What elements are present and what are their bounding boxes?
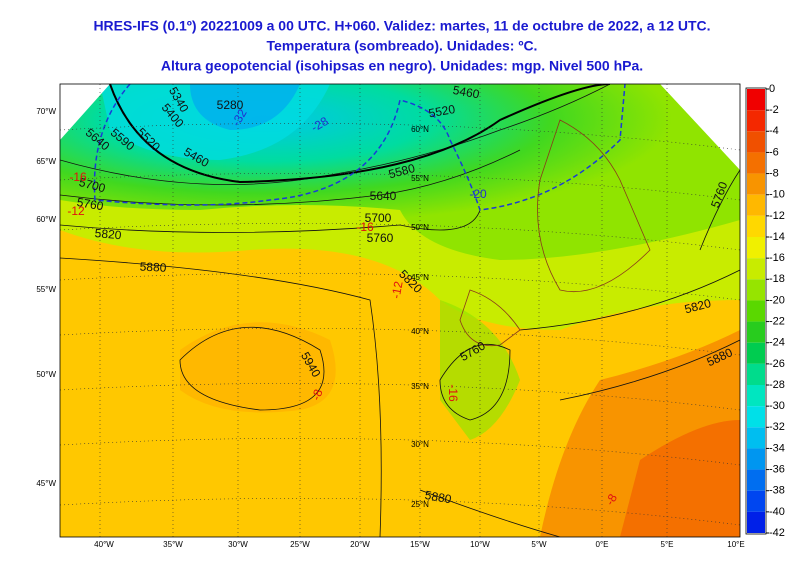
longitude-label: 5°W [531,540,547,549]
latitude-label: 55°N [411,174,429,183]
colorbar-label: -32 [769,421,785,433]
colorbar-band [747,511,765,533]
latitude-label: 50°N [411,223,429,232]
longitude-label: 40°W [94,540,114,549]
height-contour-label: 5280 [217,98,244,112]
left-label: 50°W [36,370,56,379]
height-contour-label: 5460 [452,83,481,101]
colorbar-label: -36 [769,463,785,475]
temperature-label: -16 [69,170,87,184]
colorbar-band [747,300,765,322]
left-label: 60°W [36,215,56,224]
height-contour-label: 5700 [78,175,108,196]
temperature-label: -12 [389,280,406,300]
colorbar-frame [745,87,767,535]
latitude-label: 35°N [411,382,429,391]
left-label: 65°W [36,157,56,166]
colorbar-label: -26 [769,358,785,370]
colorbar-label: -4 [769,125,779,137]
colorbar-band [747,385,765,407]
left-label: 45°W [36,479,56,488]
height-contour-label: 5700 [365,211,392,225]
colorbar-label: -30 [769,400,785,412]
colorbar-band [747,89,765,111]
height-contour-label: 5520 [427,102,456,120]
colorbar-label: -12 [769,210,785,222]
colorbar-label: -40 [769,506,785,518]
colorbar-label: -2 [769,104,779,116]
height-contour-label: 5880 [424,488,453,506]
colorbar-band [747,152,765,174]
left-label: 70°W [36,107,56,116]
longitude-label: 25°W [290,540,310,549]
colorbar-label: -24 [769,337,785,349]
colorbar-band [747,321,765,343]
height-contour-label: 5760 [76,195,105,213]
height-contour-label: 5820 [94,226,122,242]
colorbar-band [747,173,765,195]
colorbar-label: -20 [769,294,785,306]
colorbar-label: -10 [769,189,785,201]
colorbar-band [747,363,765,385]
latitude-label: 45°N [411,273,429,282]
colorbar-label: -16 [769,252,785,264]
colorbar-label: 0 [769,83,775,95]
colorbar-band [747,469,765,491]
colorbar-label: -18 [769,273,785,285]
longitude-label: 35°W [163,540,183,549]
temperature-label: -16 [356,220,374,234]
colorbar-label: -6 [769,146,779,158]
colorbar-band [747,215,765,237]
height-contour-label: 5880 [139,259,167,274]
height-contour-label: 5640 [370,189,397,203]
colorbar-band [747,258,765,280]
colorbar-band [747,490,765,512]
colorbar-band [747,427,765,449]
temperature-label: -12 [67,204,85,218]
colorbar-label: -42 [769,527,785,539]
latitude-label: 30°N [411,440,429,449]
colorbar-band [747,342,765,364]
left-label: 55°W [36,285,56,294]
latitude-label: 40°N [411,327,429,336]
colorbar-label: -8 [769,167,779,179]
longitude-label: 0°E [596,540,609,549]
longitude-label: 20°W [350,540,370,549]
longitude-label: 10°W [470,540,490,549]
colorbar-label: -38 [769,485,785,497]
colorbar-band [747,448,765,470]
title-line: Temperatura (sombreado). Unidades: ºC. [267,38,538,54]
colorbar-label: -14 [769,231,785,243]
longitude-label: 15°W [410,540,430,549]
temperature-label: -16 [446,384,460,402]
colorbar-band [747,406,765,428]
colorbar-label: -22 [769,315,785,327]
longitude-label: 30°W [228,540,248,549]
title-line: HRES-IFS (0.1º) 20221009 a 00 UTC. H+060… [93,18,710,34]
colorbar-band [747,194,765,216]
temperature-label: -20 [469,187,487,201]
temperature-label: -8 [309,387,326,402]
longitude-label: 5°E [661,540,674,549]
height-contour-label: 5760 [367,231,394,245]
height-contour-label: 5580 [387,161,417,182]
latitude-label: 25°N [411,500,429,509]
latitude-label: 60°N [411,125,429,134]
colorbar-band [747,131,765,153]
colorbar-band [747,237,765,259]
colorbar-band [747,110,765,132]
height-contour-label: 5820 [683,296,713,317]
map-area [60,84,740,537]
title-line: Altura geopotencial (isohipsas en negro)… [161,58,643,74]
colorbar-label: -28 [769,379,785,391]
map-frame [59,83,741,538]
colorbar-label: -34 [769,442,785,454]
longitude-label: 10°E [727,540,744,549]
colorbar-band [747,279,765,301]
